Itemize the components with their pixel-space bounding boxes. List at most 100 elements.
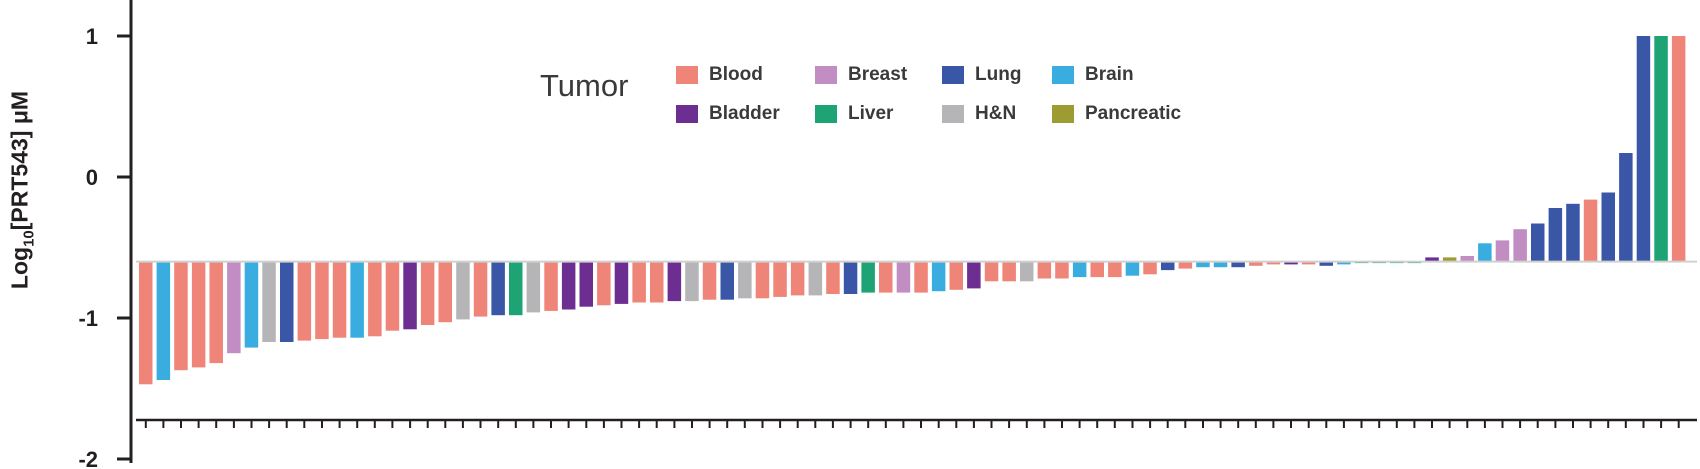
y-axis-label-rest: [PRT543] μM: [6, 90, 33, 231]
legend-label: Pancreatic: [1085, 103, 1182, 124]
legend-label: Liver: [848, 103, 894, 124]
bars-group: [139, 36, 1686, 385]
legend-label: Blood: [709, 64, 763, 85]
bar: [1319, 261, 1333, 266]
bar: [438, 261, 452, 323]
legend-swatch: [1052, 105, 1074, 123]
legend-label: H&N: [975, 103, 1017, 124]
bar: [667, 261, 682, 302]
bar: [1583, 199, 1598, 262]
bar: [544, 261, 558, 311]
bar: [896, 261, 911, 293]
bar: [1161, 261, 1175, 271]
bar: [473, 261, 488, 317]
y-tick-label: 0: [86, 165, 98, 190]
y-axis-label-wrap: Log10[PRT543] μM: [2, 40, 42, 340]
legend-swatch: [676, 105, 698, 123]
bar: [227, 261, 241, 354]
legend-item: Bladder: [676, 103, 780, 125]
legend-item: Brain: [1052, 64, 1134, 86]
y-tick-label: 1: [86, 24, 98, 49]
bar: [967, 261, 981, 289]
bar: [1601, 192, 1615, 262]
y-tick-label: -1: [78, 306, 98, 331]
legend-item: Blood: [676, 64, 763, 86]
legend-item: Lung: [942, 64, 1021, 86]
legend-item: H&N: [942, 103, 1016, 125]
bar: [720, 261, 734, 300]
bar: [755, 261, 770, 299]
bar: [1425, 257, 1439, 262]
bar: [368, 261, 382, 337]
bar: [174, 261, 188, 371]
bar: [914, 261, 928, 293]
y-axis-label-base: Log: [6, 246, 33, 290]
y-tick-label: -2: [78, 447, 98, 469]
bar: [1337, 261, 1351, 265]
legend-label: Breast: [848, 64, 908, 85]
bar: [262, 261, 276, 342]
bar: [403, 261, 417, 330]
legend-item: Breast: [815, 64, 907, 86]
bar: [1671, 36, 1686, 262]
bar: [1055, 261, 1069, 279]
bar: [1266, 261, 1281, 265]
bar: [456, 261, 470, 320]
bar: [808, 261, 823, 296]
bar: [1301, 261, 1316, 265]
bar: [738, 261, 752, 299]
bar: [350, 261, 364, 338]
bar: [790, 261, 805, 296]
bar: [561, 261, 576, 310]
legend-title: Tumor: [540, 68, 629, 103]
bar: [156, 261, 171, 380]
bar: [650, 261, 664, 303]
bar: [332, 261, 347, 338]
bar: [1072, 261, 1087, 278]
bar: [297, 261, 312, 341]
legend-label: Bladder: [709, 103, 780, 124]
bar: [702, 261, 717, 300]
bar: [1143, 261, 1157, 275]
bar: [861, 261, 875, 293]
bar: [1548, 208, 1563, 262]
bar: [579, 261, 593, 307]
bar: [879, 261, 893, 293]
legend-swatch: [815, 105, 837, 123]
bar: [1002, 261, 1016, 282]
bar: [1249, 261, 1263, 266]
bar: [1513, 229, 1527, 262]
legend-swatch: [676, 66, 698, 84]
legend-swatch: [1052, 66, 1074, 84]
bar: [209, 261, 223, 364]
bar: [1619, 153, 1633, 262]
y-axis-label-subscript: 10: [20, 230, 38, 247]
legend-item: Liver: [815, 103, 893, 125]
bar: [1090, 261, 1104, 278]
bar: [1125, 261, 1140, 276]
bar: [984, 261, 999, 282]
bar: [420, 261, 435, 325]
bar: [1636, 36, 1651, 262]
legend-swatch: [942, 105, 964, 123]
bar: [931, 261, 946, 292]
bar: [1531, 223, 1545, 262]
bar: [1231, 261, 1245, 268]
bar: [491, 261, 505, 316]
bar: [949, 261, 963, 290]
bar: [1037, 261, 1052, 279]
bar: [1460, 256, 1474, 262]
bar: [139, 261, 153, 385]
bar: [1495, 240, 1510, 262]
bar: [843, 261, 858, 294]
bar: [385, 261, 400, 331]
legend-label: Brain: [1085, 64, 1134, 85]
bar: [526, 261, 541, 313]
bar: [1654, 36, 1668, 262]
legend-label: Lung: [975, 64, 1022, 85]
bar: [509, 261, 523, 316]
bar: [1478, 243, 1492, 262]
bar: [1566, 203, 1580, 262]
bar: [685, 261, 699, 302]
bar: [826, 261, 840, 294]
